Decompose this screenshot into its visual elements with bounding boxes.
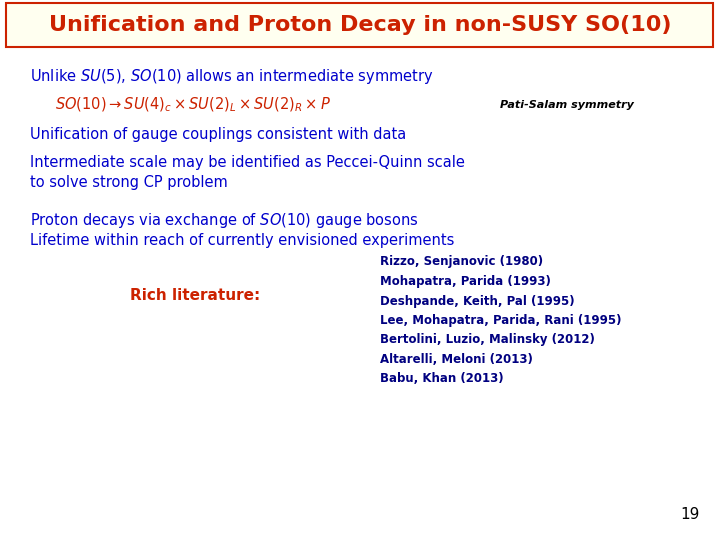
Text: Bertolini, Luzio, Malinsky (2012): Bertolini, Luzio, Malinsky (2012) — [380, 334, 595, 347]
Text: Mohapatra, Parida (1993): Mohapatra, Parida (1993) — [380, 275, 551, 288]
Text: Pati-Salam symmetry: Pati-Salam symmetry — [500, 100, 634, 110]
Text: Altarelli, Meloni (2013): Altarelli, Meloni (2013) — [380, 353, 533, 366]
Text: Unlike $SU(5)$, $SO(10)$ allows an intermediate symmetry: Unlike $SU(5)$, $SO(10)$ allows an inter… — [30, 68, 433, 86]
Text: Proton decays via exchange of $SO(10)$ gauge bosons: Proton decays via exchange of $SO(10)$ g… — [30, 211, 419, 229]
Text: Rich literature:: Rich literature: — [130, 287, 260, 302]
Text: 19: 19 — [680, 507, 700, 522]
FancyBboxPatch shape — [6, 3, 713, 47]
Text: Unification of gauge couplings consistent with data: Unification of gauge couplings consisten… — [30, 127, 406, 143]
Text: Deshpande, Keith, Pal (1995): Deshpande, Keith, Pal (1995) — [380, 294, 575, 307]
Text: Lifetime within reach of currently envisioned experiments: Lifetime within reach of currently envis… — [30, 233, 454, 247]
Text: Rizzo, Senjanovic (1980): Rizzo, Senjanovic (1980) — [380, 255, 543, 268]
Text: to solve strong CP problem: to solve strong CP problem — [30, 174, 228, 190]
Text: Babu, Khan (2013): Babu, Khan (2013) — [380, 373, 503, 386]
Text: $SO(10) \rightarrow SU(4)_c \times SU(2)_L \times SU(2)_R \times P$: $SO(10) \rightarrow SU(4)_c \times SU(2)… — [55, 96, 330, 114]
Text: Lee, Mohapatra, Parida, Rani (1995): Lee, Mohapatra, Parida, Rani (1995) — [380, 314, 621, 327]
Text: Intermediate scale may be identified as Peccei-Quinn scale: Intermediate scale may be identified as … — [30, 154, 465, 170]
Text: Unification and Proton Decay in non-SUSY SO(10): Unification and Proton Decay in non-SUSY… — [49, 15, 671, 35]
